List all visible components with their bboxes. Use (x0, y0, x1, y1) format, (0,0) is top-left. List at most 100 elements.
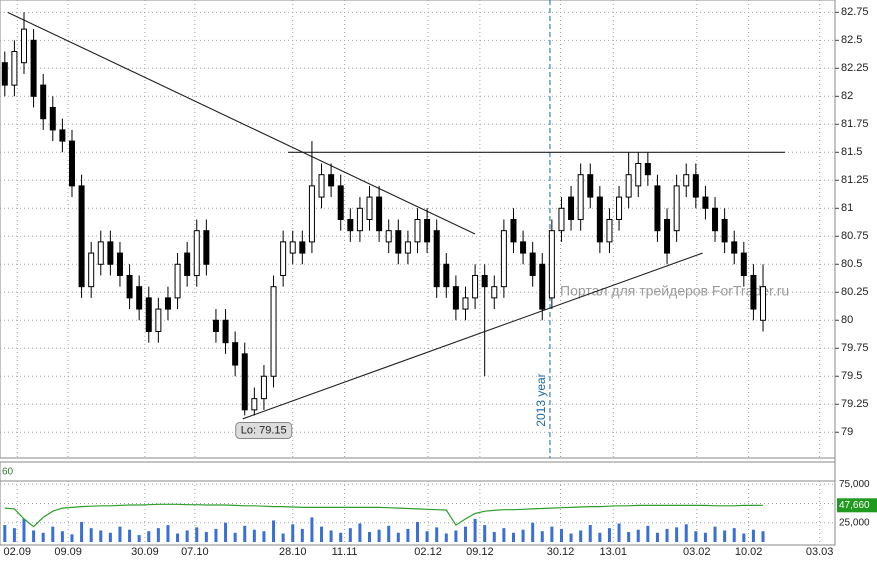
volume-bar (732, 528, 736, 542)
x-tick-label: 02.09 (4, 546, 32, 558)
candle-body (184, 252, 191, 276)
candle-body (366, 196, 373, 220)
volume-bar (655, 532, 659, 542)
candle-body (97, 241, 104, 265)
x-tick-label: 11.11 (332, 546, 358, 558)
volume-bar (588, 525, 592, 542)
volume-bar (128, 529, 132, 542)
y-tick-label: 81.25 (841, 174, 869, 186)
volume-bar (310, 517, 314, 542)
candle-body (116, 252, 123, 276)
x-tick-label: 07.10 (181, 546, 209, 558)
candle-body (529, 252, 536, 276)
y-tick-label: 75,000 (839, 479, 870, 490)
volume-bar (32, 530, 36, 542)
candle-body (404, 241, 411, 254)
candle-body (212, 319, 219, 332)
candle-body (433, 230, 440, 288)
candle-body (462, 297, 469, 310)
candle-body (174, 263, 181, 299)
volume-bar (406, 528, 410, 542)
candle-body (510, 218, 517, 243)
candle-body (68, 140, 75, 187)
candle-body (337, 185, 344, 220)
y-tick-label: 80.5 (841, 258, 862, 270)
volume-bar (454, 530, 458, 542)
y-tick-label: 25,000 (839, 517, 870, 528)
volume-bar (243, 525, 247, 542)
candle-body (731, 241, 738, 254)
volume-bar (521, 529, 525, 542)
volume-bar (118, 526, 122, 542)
x-tick-label: 09.09 (54, 546, 82, 558)
volume-bar (41, 532, 45, 542)
volume-bar (3, 525, 7, 542)
volume-bar (99, 530, 103, 542)
candle-body (644, 162, 651, 176)
candle-body (232, 342, 239, 366)
candle-body (414, 218, 421, 243)
candle-body (635, 162, 642, 187)
candle-body (1, 62, 8, 86)
volume-bar (233, 532, 237, 542)
candle-body (155, 308, 162, 332)
candle-body (654, 185, 661, 232)
volume-bar (252, 529, 256, 542)
candle-body (740, 252, 747, 276)
x-tick-label: 28.10 (279, 546, 307, 558)
candle-body (20, 28, 27, 64)
candle-body (577, 174, 584, 220)
candle-body (88, 252, 95, 288)
x-tick-label: 30.12 (547, 546, 575, 558)
candle-body (145, 297, 152, 332)
candle-body (539, 263, 546, 310)
candle-body (30, 39, 37, 97)
volume-bar (617, 523, 621, 542)
volume-bar (339, 532, 343, 542)
candle-body (424, 218, 431, 243)
volume-bar (377, 529, 381, 542)
candle-body (49, 107, 56, 131)
watermark: Портал для трейдеров ForTrader.ru (560, 283, 789, 299)
x-tick-label: 03.02 (683, 546, 711, 558)
volume-bar (185, 530, 189, 542)
volume-bar (684, 524, 688, 542)
x-tick-label: 09.12 (466, 546, 494, 558)
candle-body (692, 174, 699, 198)
candle-body (568, 196, 575, 220)
volume-bar (694, 531, 698, 542)
volume-pane-label: 60 (2, 467, 14, 478)
candle-body (520, 241, 527, 254)
candle-body (241, 353, 248, 411)
volume-bar (627, 531, 631, 542)
volume-bar (559, 528, 563, 542)
trendline (7, 11, 476, 235)
volume-bar (22, 518, 26, 542)
x-tick-label: 13.01 (600, 546, 628, 558)
volume-bar (156, 528, 160, 542)
candle-body (702, 196, 709, 209)
volume-bar (262, 531, 266, 542)
low-label: Lo: 79.15 (241, 424, 287, 436)
candle-body (721, 218, 728, 243)
candle-body (164, 297, 171, 310)
candle-body (472, 274, 479, 299)
volume-bar (425, 531, 429, 542)
candle-body (260, 375, 267, 400)
volume-bar (636, 529, 640, 542)
volume-bar (204, 531, 208, 542)
volume-bar (646, 525, 650, 542)
y-tick-label: 80 (841, 314, 853, 326)
volume-ma-line (4, 503, 764, 528)
volume-bar (89, 528, 93, 542)
volume-bar (550, 526, 554, 542)
volume-bar (492, 531, 496, 542)
candle-body (587, 174, 594, 198)
last-value-label: 47,660 (839, 500, 870, 511)
y-tick-label: 79.75 (841, 342, 869, 354)
candle-body (356, 207, 363, 232)
candle-body (40, 84, 47, 120)
volume-bar (579, 530, 583, 542)
volume-bar (665, 528, 669, 542)
candle-body (318, 174, 325, 198)
